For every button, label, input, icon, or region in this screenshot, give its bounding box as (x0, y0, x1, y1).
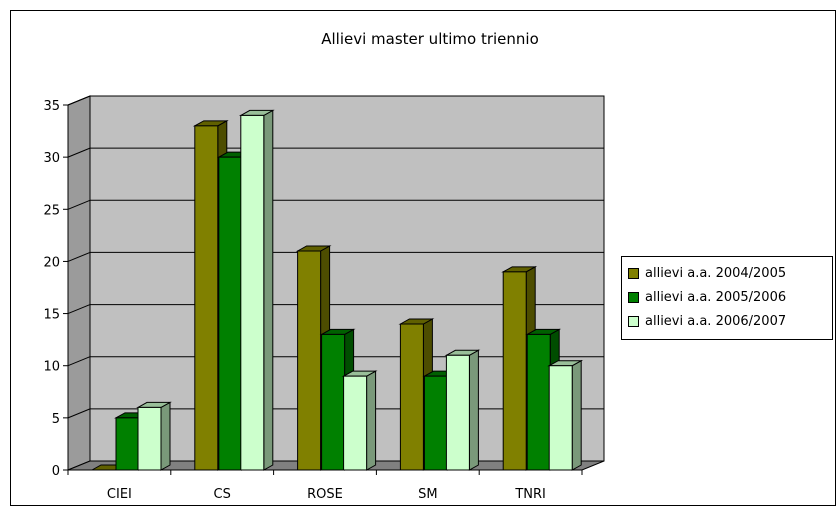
bar-cs-series-3-side (263, 109, 274, 471)
bar-rose-series-3 (343, 375, 368, 471)
bar-cs-series-2 (218, 156, 243, 471)
legend-swatch-series-1 (628, 267, 639, 279)
y-tick-label-30: 30 (43, 151, 60, 166)
bar-ciei-series-3 (137, 406, 162, 471)
legend-label-series-1: allievi a.a. 2004/2005 (645, 265, 787, 281)
bar-tnri-series-3-side (571, 359, 582, 471)
gridline-side-15 (67, 304, 91, 315)
y-tick-label-25: 25 (43, 203, 60, 218)
legend-label-series-2: allievi a.a. 2005/2006 (645, 289, 787, 305)
x-tick-label-sm: SM (418, 487, 437, 502)
gridline-side-25 (67, 199, 91, 210)
legend-item-series-1: allievi a.a. 2004/2005 (628, 261, 832, 285)
legend-label-series-3: allievi a.a. 2006/2007 (645, 313, 787, 329)
bar-tnri-series-1 (502, 271, 527, 471)
bar-rose-series-2 (321, 333, 346, 471)
bar-cs-series-3 (240, 114, 265, 471)
y-tick-label-5: 5 (52, 412, 60, 427)
legend-swatch-series-3 (628, 315, 639, 327)
gridline-side-20 (67, 251, 91, 262)
bar-rose-series-3-side (366, 370, 377, 471)
legend-item-series-2: allievi a.a. 2005/2006 (628, 285, 832, 309)
x-tick-label-cs: CS (214, 487, 231, 502)
y-tick-label-20: 20 (43, 255, 60, 270)
bar-sm-series-1 (399, 323, 424, 471)
plot-side-wall (67, 95, 91, 471)
legend-swatch-series-2 (628, 291, 639, 303)
bar-sm-series-3-side (468, 349, 479, 471)
bar-ciei-series-3-side (160, 401, 171, 471)
gridline-side-5 (67, 408, 91, 419)
y-tick-label-0: 0 (52, 464, 60, 479)
legend-item-series-3: allievi a.a. 2006/2007 (628, 309, 832, 333)
x-tick-label-ciei: CIEI (107, 487, 132, 502)
gridline-side-30 (67, 147, 91, 158)
x-tick-label-rose: ROSE (307, 487, 343, 502)
y-tick-label-15: 15 (43, 308, 60, 323)
gridline-side-35 (67, 95, 91, 106)
y-tick-label-35: 35 (43, 99, 60, 114)
bar-cs-series-1 (194, 125, 219, 471)
bar-tnri-series-3 (548, 365, 573, 471)
bar-sm-series-2 (423, 375, 448, 471)
bar-ciei-series-2 (115, 417, 140, 471)
gridline-side-10 (67, 356, 91, 367)
legend: allievi a.a. 2004/2005 allievi a.a. 2005… (621, 256, 833, 340)
y-tick-label-10: 10 (43, 360, 60, 375)
bar-rose-series-1 (297, 250, 322, 471)
bar-sm-series-3 (445, 354, 470, 471)
bar-tnri-series-2 (526, 333, 551, 471)
x-tick-label-tnri: TNRI (514, 487, 546, 502)
chart-title: Allievi master ultimo triennio (321, 30, 539, 48)
